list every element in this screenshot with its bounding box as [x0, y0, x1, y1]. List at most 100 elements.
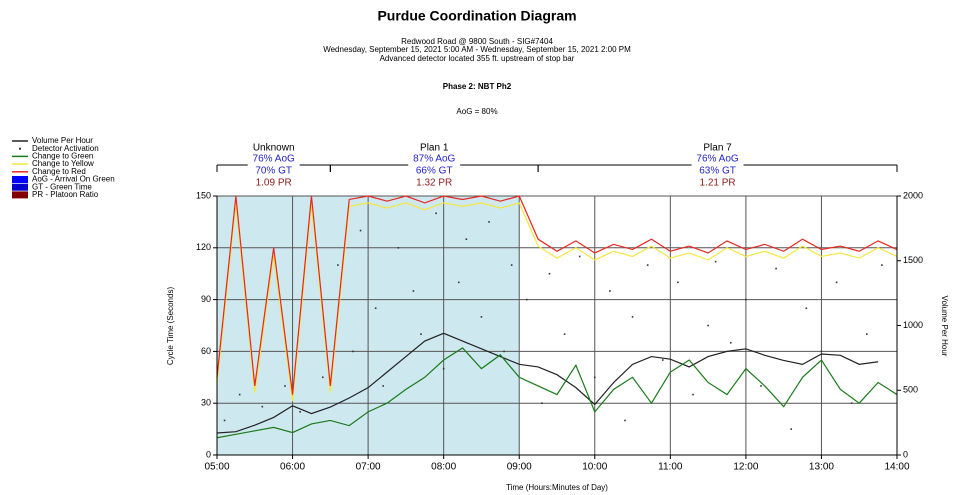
plan-aog: 76% AoG: [696, 154, 738, 165]
detector-dot: [661, 359, 664, 361]
x-tick-label: 07:00: [356, 462, 381, 473]
detector-dot: [457, 281, 460, 284]
detector-dot: [337, 264, 339, 266]
legend-label: Detector Activation: [32, 144, 99, 153]
x-tick-label: 13:00: [809, 462, 834, 473]
legend-label: AoG - Arrival On Green: [32, 175, 115, 184]
legend-label: Change to Green: [32, 152, 93, 161]
subtitle: Redwood Road @ 9800 South - SIG#7404: [401, 37, 553, 46]
y2-tick-label: 0: [903, 449, 908, 459]
detector-dot: [510, 264, 513, 266]
legend-label: PR - Platoon Ratio: [32, 190, 99, 199]
x-tick-label: 06:00: [280, 462, 305, 473]
detector-dot: [541, 402, 543, 404]
y-tick-label: 30: [201, 398, 211, 408]
detector-dot: [865, 333, 868, 335]
detector-dot: [480, 316, 483, 318]
x-tick-label: 14:00: [884, 462, 909, 473]
legend-label: Change to Yellow: [32, 159, 94, 168]
y2-tick-label: 1500: [903, 255, 923, 265]
legend-label: Change to Red: [32, 167, 86, 176]
y2-tick-label: 500: [903, 385, 918, 395]
detector-dot: [284, 385, 286, 387]
phase-title: Phase 2: NBT Ph2: [443, 82, 512, 91]
x-tick-label: 05:00: [204, 462, 229, 473]
detector-dot: [631, 316, 634, 318]
plan-name: Plan 1: [420, 143, 449, 154]
detector-dot: [321, 376, 324, 379]
detector-dot: [677, 281, 679, 284]
detector-dot: [563, 333, 566, 335]
plan-gt: 70% GT: [255, 166, 292, 177]
detector-dot: [790, 428, 793, 430]
legend-label: Volume Per Hour: [32, 136, 93, 145]
plan-aog: 76% AoG: [253, 154, 295, 165]
plan-pr: 1.32 PR: [416, 178, 452, 189]
y-tick-label: 60: [201, 346, 211, 356]
x-axis-label: Time (Hours:Minutes of Day): [506, 483, 608, 492]
y-tick-label: 90: [201, 294, 211, 304]
legend-label: GT - Green Time: [32, 182, 92, 191]
detector-dot: [525, 298, 528, 301]
detector-dot: [299, 411, 301, 413]
x-tick-label: 09:00: [507, 462, 532, 473]
detector-dot: [359, 229, 362, 232]
x-tick-label: 11:00: [658, 462, 683, 473]
detector-dot: [223, 419, 226, 422]
x-tick-label: 10:00: [582, 462, 607, 473]
detector-dot: [352, 350, 354, 353]
detector-dot: [850, 402, 853, 404]
subtitle: Advanced detector located 355 ft. upstre…: [380, 54, 575, 63]
plan-gt: 63% GT: [699, 166, 736, 177]
detector-dot: [714, 260, 717, 263]
detector-dot: [692, 393, 694, 396]
plan-gt: 66% GT: [416, 166, 453, 177]
legend-swatch: [12, 176, 28, 183]
x-tick-label: 12:00: [733, 462, 758, 473]
series-line: [216, 195, 898, 395]
detector-dot: [442, 367, 445, 370]
detector-dot: [238, 393, 241, 396]
detector-dot: [729, 341, 732, 344]
detector-dot: [646, 264, 649, 266]
detector-dot: [488, 221, 490, 223]
plan-name: Plan 7: [703, 143, 732, 154]
detector-dot: [397, 247, 400, 249]
detector-dot: [503, 350, 505, 353]
detector-dot: [435, 212, 437, 215]
detector-dot: [805, 307, 808, 310]
legend-swatch: [19, 147, 21, 150]
detector-dot: [382, 385, 385, 387]
detector-dot: [775, 267, 777, 270]
detector-dot: [412, 290, 415, 292]
subtitle: Wednesday, September 15, 2021 5:00 AM - …: [323, 45, 631, 54]
detector-dot: [261, 405, 264, 408]
legend-swatch: [12, 183, 28, 191]
plan-aog: 87% AoG: [413, 154, 455, 165]
detector-dot: [820, 350, 823, 353]
series-line: [216, 347, 898, 439]
plan-pr: 1.09 PR: [256, 178, 292, 189]
legend-swatch: [12, 191, 28, 199]
detector-dot: [624, 419, 626, 422]
detector-dot: [760, 385, 762, 387]
y-tick-label: 150: [196, 190, 211, 200]
detector-dot: [420, 333, 422, 335]
detector-dot: [835, 281, 838, 284]
detector-dot: [374, 307, 377, 310]
y2-tick-label: 2000: [903, 190, 923, 200]
detector-dot: [593, 376, 596, 379]
detector-dot: [707, 324, 709, 327]
detector-dot: [578, 255, 581, 258]
plan-pr: 1.21 PR: [699, 178, 735, 189]
y-axis-label: Cycle Time (Seconds): [166, 287, 175, 366]
detector-dot: [609, 290, 611, 292]
detector-dot: [745, 298, 747, 301]
chart-title: Purdue Coordination Diagram: [377, 8, 576, 24]
aog-summary: AoG = 80%: [456, 107, 497, 116]
detector-dot: [548, 272, 551, 275]
detector-dot: [881, 264, 883, 266]
y-tick-label: 0: [206, 449, 211, 459]
y2-axis-label: Volume Per Hour: [940, 296, 949, 357]
y2-tick-label: 1000: [903, 320, 923, 330]
